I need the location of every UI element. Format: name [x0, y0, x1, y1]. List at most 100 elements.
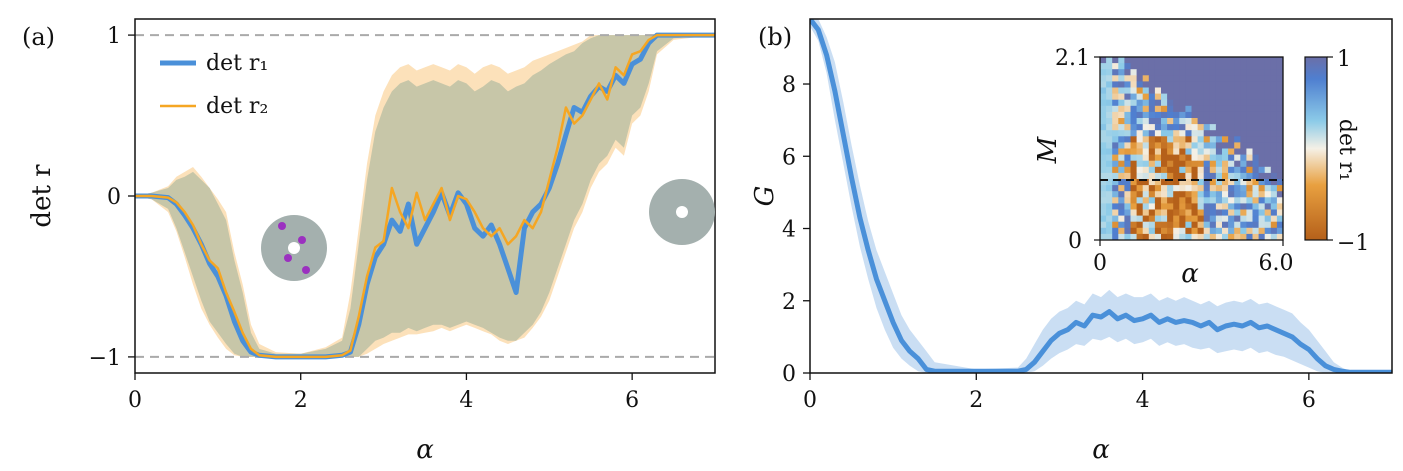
heatmap-cell [1148, 221, 1156, 229]
heatmap-cell [1191, 124, 1198, 131]
heatmap-cell [1234, 111, 1241, 119]
heatmap-cell [1240, 191, 1247, 198]
heatmap-cell [1185, 111, 1192, 119]
heatmap-cell [1112, 154, 1119, 162]
heatmap-cell [1209, 105, 1217, 113]
heatmap-cell [1185, 69, 1192, 76]
heatmap-cell [1197, 75, 1205, 82]
heatmap-cell [1106, 124, 1113, 131]
heatmap-cell [1179, 63, 1186, 70]
heatmap-cell [1100, 69, 1107, 76]
heatmap-cell [1228, 227, 1235, 235]
heatmap-cell [1118, 75, 1125, 82]
heatmap-cell [1252, 233, 1259, 241]
heatmap-cell [1215, 179, 1223, 186]
heatmap-cell [1264, 203, 1272, 210]
heatmap-cell [1154, 233, 1162, 241]
heatmap-cell [1209, 185, 1217, 192]
heatmap-cell [1118, 221, 1125, 229]
heatmap-cell [1252, 118, 1259, 125]
heatmap-cell [1124, 197, 1131, 204]
heatmap-cell [1130, 154, 1137, 162]
heatmap-cell [1142, 87, 1150, 94]
heatmap-cell [1118, 215, 1125, 223]
heatmap-cell [1203, 215, 1211, 223]
heatmap-cell [1106, 63, 1113, 70]
heatmap-cell [1234, 75, 1241, 82]
heatmap-cell [1234, 87, 1241, 94]
heatmap-cell [1112, 221, 1119, 229]
heatmap-cell [1161, 172, 1168, 180]
heatmap-cell [1222, 203, 1229, 210]
heatmap-cell [1276, 93, 1284, 101]
heatmap-cell [1246, 172, 1253, 180]
heatmap-cell [1112, 179, 1119, 186]
heatmap-cell [1240, 118, 1247, 125]
heatmap-cell [1203, 118, 1211, 125]
heatmap-cell [1148, 160, 1156, 168]
heatmap-cell [1197, 136, 1205, 143]
heatmap-cell [1258, 203, 1266, 210]
heatmap-cell [1161, 203, 1168, 210]
heatmap-cell [1228, 148, 1235, 155]
heatmap-cell [1100, 179, 1107, 186]
heatmap-cell [1185, 118, 1192, 125]
heatmap-cell [1222, 227, 1229, 235]
heatmap-cell [1252, 160, 1259, 168]
heatmap-cell [1124, 57, 1131, 64]
panel-b-ytick-label-0: 0 [782, 362, 796, 387]
heatmap-cell [1234, 69, 1241, 76]
heatmap-cell [1234, 118, 1241, 125]
heatmap-cell [1209, 75, 1217, 82]
heatmap-cell [1240, 154, 1247, 162]
heatmap-cell [1124, 69, 1131, 76]
heatmap-cell [1167, 99, 1174, 107]
heatmap-cell [1179, 166, 1186, 174]
heatmap-cell [1112, 87, 1119, 94]
heatmap-cell [1209, 81, 1217, 88]
heatmap-cell [1130, 69, 1137, 76]
heatmap-cell [1167, 118, 1174, 125]
heatmap-cell [1246, 227, 1253, 235]
heatmap-cell [1179, 215, 1186, 223]
heatmap-cell [1167, 136, 1174, 143]
heatmap-cell [1228, 197, 1235, 204]
heatmap-cell [1142, 99, 1150, 107]
heatmap-cell [1197, 160, 1205, 168]
heatmap-cell [1173, 166, 1180, 174]
heatmap-cell [1258, 160, 1266, 168]
heatmap-cell [1173, 197, 1180, 204]
heatmap-cell [1234, 203, 1241, 210]
heatmap-cell [1234, 148, 1241, 155]
heatmap-cell [1179, 111, 1186, 119]
heatmap-cell [1270, 160, 1278, 168]
heatmap-cell [1173, 172, 1180, 180]
heatmap-cell [1167, 185, 1174, 192]
heatmap-cell [1252, 209, 1259, 216]
heatmap-cell [1118, 136, 1125, 143]
heatmap-cell [1136, 69, 1144, 76]
heatmap-cell [1228, 111, 1235, 119]
heatmap-cell [1222, 233, 1229, 241]
panel-a-ytick-label-2: 1 [107, 24, 121, 49]
heatmap-cell [1100, 105, 1107, 113]
heatmap-cell [1161, 105, 1168, 113]
heatmap-cell [1258, 124, 1266, 131]
heatmap-cell [1112, 215, 1119, 223]
heatmap-cell [1148, 185, 1156, 192]
heatmap-cell [1252, 203, 1259, 210]
heatmap-cell [1234, 105, 1241, 113]
heatmap-cell [1142, 142, 1150, 149]
heatmap-cell [1203, 148, 1211, 155]
heatmap-cell [1142, 118, 1150, 125]
heatmap-cell [1240, 111, 1247, 119]
heatmap-cell [1228, 124, 1235, 131]
heatmap-cell [1246, 154, 1253, 162]
heatmap-cell [1215, 148, 1223, 155]
heatmap-cell [1118, 130, 1125, 137]
heatmap-cell [1185, 87, 1192, 94]
heatmap-cell [1185, 197, 1192, 204]
heatmap-cell [1112, 142, 1119, 149]
heatmap-cell [1191, 191, 1198, 198]
heatmap-cell [1264, 197, 1272, 204]
